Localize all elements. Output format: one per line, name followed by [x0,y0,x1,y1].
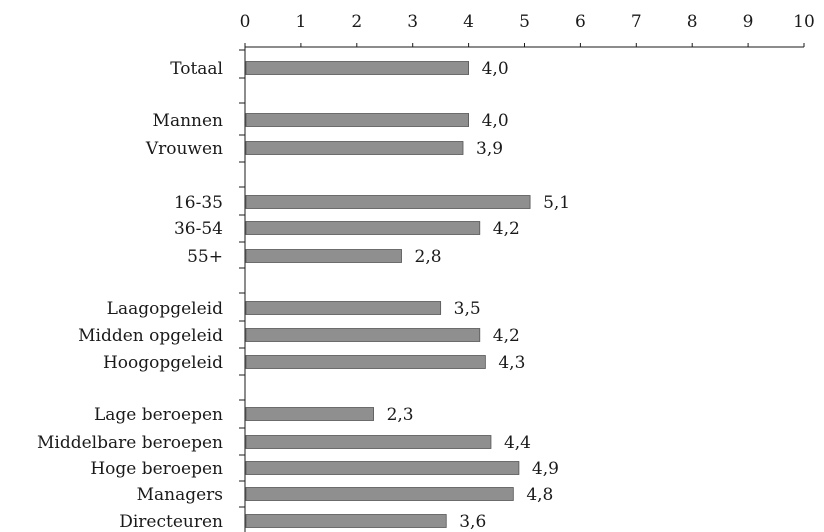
value-label: 4,0 [482,59,509,79]
x-tick-label: 4 [463,12,474,32]
category-label: Mannen [153,111,224,131]
category-label: Lage beroepen [94,405,223,425]
value-label: 4,2 [493,326,520,346]
x-tick-label: 2 [351,12,362,32]
bar [245,407,374,421]
x-tick-label: 0 [240,12,251,32]
bar [245,328,481,342]
x-tick-label: 10 [793,12,815,32]
category-label: Totaal [170,59,223,79]
bar [245,461,520,475]
bar [245,249,402,263]
value-label: 2,8 [415,247,442,267]
bar [245,113,470,127]
x-tick-label: 7 [631,12,642,32]
bars: 4,0 4,0 3,9 5,1 4,2 2,8 3,5 4,2 4,3 2,3 4,44,9 4,8 3… [245,59,570,532]
category-label: Vrouwen [145,139,223,159]
category-label: 36-54 [174,219,223,239]
value-label: 3,5 [454,299,481,319]
category-label: Directeuren [119,512,223,532]
category-label: Midden opgeleid [78,326,223,346]
x-tick-label: 8 [687,12,698,32]
value-label: 3,6 [459,512,486,532]
category-label: 16-35 [174,193,223,213]
value-label: 4,9 [532,459,559,479]
bar [245,195,531,209]
bar [245,487,514,501]
value-label: 3,9 [476,139,503,159]
value-label: 4,2 [493,219,520,239]
category-label: 55+ [187,247,223,267]
category-label: Managers [137,485,223,505]
bar [245,355,486,369]
bar [245,141,464,155]
category-axis: Totaal Mannen Vrouwen 16-35 36-54 55+ Laagopge… [37,47,246,532]
bar [245,514,447,528]
x-tick-label: 6 [575,12,586,32]
value-label: 4,8 [526,485,553,505]
value-label: 2,3 [387,405,414,425]
bar [245,221,481,235]
value-label: 4,3 [498,353,525,373]
category-label: Middelbare beroepen [37,433,223,453]
category-label: Hoge beroepen [90,459,223,479]
bar [245,61,470,75]
value-label: 4,4 [504,433,531,453]
x-tick-label: 3 [407,12,418,32]
x-tick-label: 9 [743,12,754,32]
value-label: 5,1 [543,193,570,213]
bar [245,301,442,315]
category-label: Hoogopgeleid [103,353,223,373]
x-tick-label: 1 [295,12,306,32]
bar [245,435,492,449]
x-tick-label: 5 [519,12,530,32]
x-axis: 0 1 2 3 4 5 6 7 8 9 10 [240,12,815,48]
value-label: 4,0 [482,111,509,131]
category-label: Laagopgeleid [107,299,223,319]
